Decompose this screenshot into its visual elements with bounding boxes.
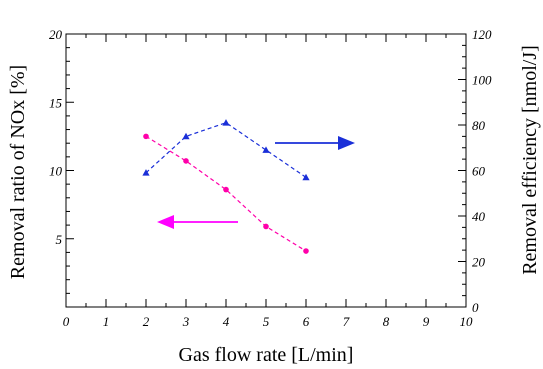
x-tick-label: 3 [182,314,190,329]
y-right-axis-title: Removal efficiency [nmol/J] [519,45,541,275]
y-right-tick-label: 60 [472,164,486,179]
x-tick-label: 0 [63,314,70,329]
triangle-marker [142,169,150,176]
triangle-marker [262,146,270,153]
y-left-tick-label: 15 [49,95,63,110]
y-right-tick-label: 0 [472,300,479,315]
triangle-marker [182,132,190,140]
x-tick-label: 7 [343,314,350,329]
x-tick-label: 2 [143,314,150,329]
circle-marker [183,158,189,164]
circle-marker [143,133,149,140]
x-tick-label: 5 [263,314,270,329]
x-axis-title: Gas flow rate [L/min] [179,344,354,366]
x-tick-label: 1 [103,314,110,329]
axis-ticks [65,33,467,308]
y-right-tick-label: 20 [472,255,486,270]
x-tick-label: 10 [460,314,474,329]
x-tick-label: 6 [303,314,310,329]
circle-marker [223,186,229,193]
annotation-arrows [157,136,355,229]
tick-labels: 0 1 2 3 4 5 6 7 8 9 10 5 10 15 20 0 20 40 60 80 100 120 [49,27,492,329]
left-arrow-head [157,215,174,229]
x-tick-label: 8 [383,314,390,329]
series-line-2 [145,122,307,178]
y-left-tick-label: 5 [56,232,63,247]
series-line-1 [145,135,307,252]
y-left-tick-label: 20 [49,27,63,42]
x-tick-label: 9 [423,314,430,329]
x-tick-label: 4 [223,314,230,329]
series-layer [142,119,310,254]
y-left-tick-label: 10 [49,164,63,179]
plot-frame [65,33,467,308]
right-arrow-head [338,136,355,150]
circle-marker [303,248,309,254]
triangle-marker [222,119,230,126]
y-right-tick-label: 40 [472,209,486,224]
y-right-tick-label: 120 [472,27,492,42]
y-right-tick-label: 80 [472,118,486,133]
circle-marker [263,223,269,230]
triangle-marker [302,173,310,181]
y-left-axis-title: Removal ratio of NOx [%] [7,65,29,279]
y-right-tick-label: 100 [472,73,492,88]
